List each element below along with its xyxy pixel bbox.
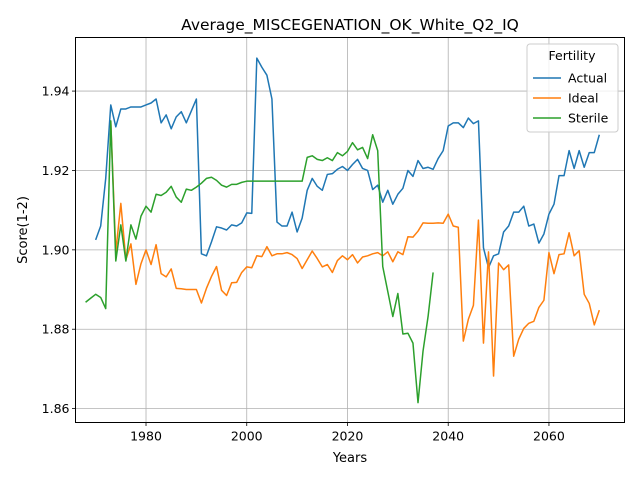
plot-frame xyxy=(75,37,625,423)
y-axis-label: Score(1-2) xyxy=(16,196,31,264)
legend-box xyxy=(526,43,619,133)
series-line-ideal xyxy=(110,120,601,377)
series-line-actual xyxy=(94,57,601,269)
legend-title: Fertility xyxy=(549,48,597,63)
legend-label-actual: Actual xyxy=(568,71,607,86)
legend-label-ideal: Ideal xyxy=(568,91,598,106)
y-tick-label: 1.86 xyxy=(42,401,70,416)
x-tick-label: 2040 xyxy=(432,429,464,444)
y-tick-label: 1.94 xyxy=(42,84,70,99)
series-line-sterile xyxy=(85,120,434,404)
legend-label-sterile: Sterile xyxy=(568,111,609,126)
y-tick-label: 1.92 xyxy=(42,163,70,178)
x-tick-label: 2060 xyxy=(533,429,565,444)
y-tick-label: 1.90 xyxy=(42,242,70,257)
series-lines xyxy=(85,57,601,404)
x-axis-label: Years xyxy=(332,451,368,466)
x-tick-label: 2000 xyxy=(231,429,263,444)
x-tick-label: 2020 xyxy=(332,429,364,444)
chart-title: Average_MISCEGENATION_OK_White_Q2_IQ xyxy=(181,16,519,35)
x-tick-label: 1980 xyxy=(130,429,162,444)
axis-ticks: 1980 2000 2020 2040 2060 1.86 1.88 1.90 1.92 1.94 xyxy=(42,84,565,444)
legend: Fertility Actual Ideal Sterile xyxy=(526,43,619,133)
y-tick-label: 1.88 xyxy=(42,322,70,337)
